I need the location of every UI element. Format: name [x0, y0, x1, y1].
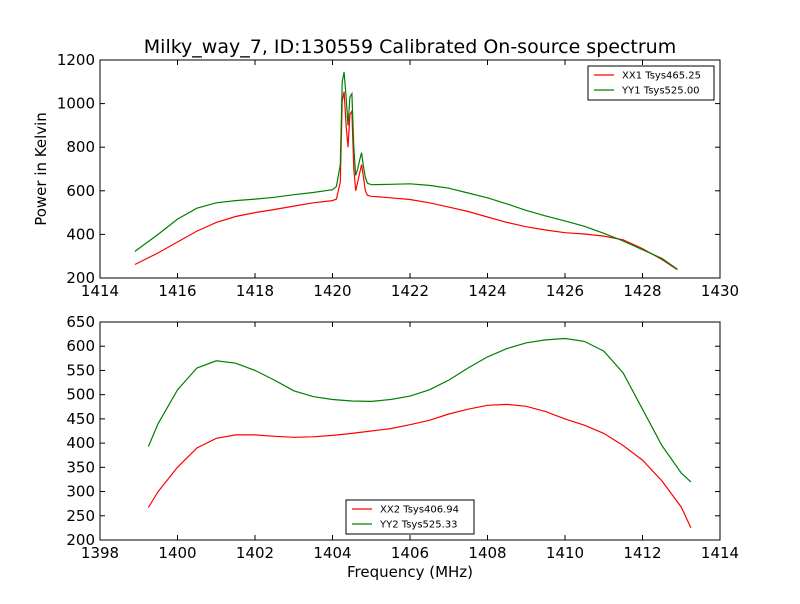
x-axis-label: Frequency (MHz)	[347, 563, 473, 581]
legend-box	[345, 499, 475, 535]
legend: XX1 Tsys465.25 YY1 Tsys525.00	[587, 65, 715, 101]
y-tick-label: 300	[66, 483, 95, 501]
y-tick-label: 1200	[57, 51, 95, 69]
x-tick-label: 1430	[701, 282, 739, 300]
series-line-0-1	[134, 71, 678, 270]
x-tick-label: 1400	[158, 544, 196, 562]
y-tick-label: 800	[66, 138, 95, 156]
x-tick-label: 1406	[391, 544, 429, 562]
series-line-0-0	[134, 91, 678, 271]
x-tick-label: 1402	[236, 544, 274, 562]
x-tick-label: 1404	[313, 544, 351, 562]
x-tick-label: 1420	[313, 282, 351, 300]
y-tick-label: 200	[66, 531, 95, 549]
y-tick-label: 250	[66, 507, 95, 525]
x-tick-label: 1410	[546, 544, 584, 562]
x-tick-label: 1428	[623, 282, 661, 300]
y-tick-label: 600	[66, 337, 95, 355]
series-line-1-1	[147, 337, 692, 483]
y-tick-label: 400	[66, 225, 95, 243]
figure-title: Milky_way_7, ID:130559 Calibrated On-sou…	[144, 36, 676, 58]
y-tick-label: 650	[66, 313, 95, 331]
legend: XX2 Tsys406.94 YY2 Tsys525.33	[345, 499, 475, 535]
x-tick-label: 1416	[158, 282, 196, 300]
bottom-panel: 1398 1400 1402 1404 1406 1408 1410 1412 1414 200 2…	[66, 313, 739, 562]
y-tick-label: 550	[66, 361, 95, 379]
legend-box	[587, 65, 715, 101]
x-tick-label: 1412	[623, 544, 661, 562]
top-panel: 1414 1416 1418 1420 1422 1424 1426 1428 1430 200 4…	[32, 51, 739, 300]
x-tick-label: 1424	[468, 282, 506, 300]
y-tick-label: 450	[66, 410, 95, 428]
x-tick-label: 1422	[391, 282, 429, 300]
y-tick-label: 500	[66, 386, 95, 404]
x-tick-label: 1414	[701, 544, 739, 562]
y-tick-label: 350	[66, 458, 95, 476]
series-line-1-0	[147, 403, 692, 529]
y-tick-label: 400	[66, 434, 95, 452]
x-tick-label: 1408	[468, 544, 506, 562]
x-tick-label: 1426	[546, 282, 584, 300]
y-tick-label: 600	[66, 182, 95, 200]
x-tick-label: 1414	[81, 282, 119, 300]
legend-label: YY2 Tsys525.33	[379, 520, 458, 531]
y-tick-label: 1000	[57, 95, 95, 113]
x-tick-label: 1418	[236, 282, 274, 300]
legend-label: YY1 Tsys525.00	[621, 86, 700, 97]
legend-label: XX2 Tsys406.94	[380, 505, 459, 516]
legend-label: XX1 Tsys465.25	[622, 71, 701, 82]
y-axis-label: Power in Kelvin	[32, 112, 50, 226]
y-tick-label: 200	[66, 269, 95, 287]
x-tick-label: 1398	[81, 544, 119, 562]
